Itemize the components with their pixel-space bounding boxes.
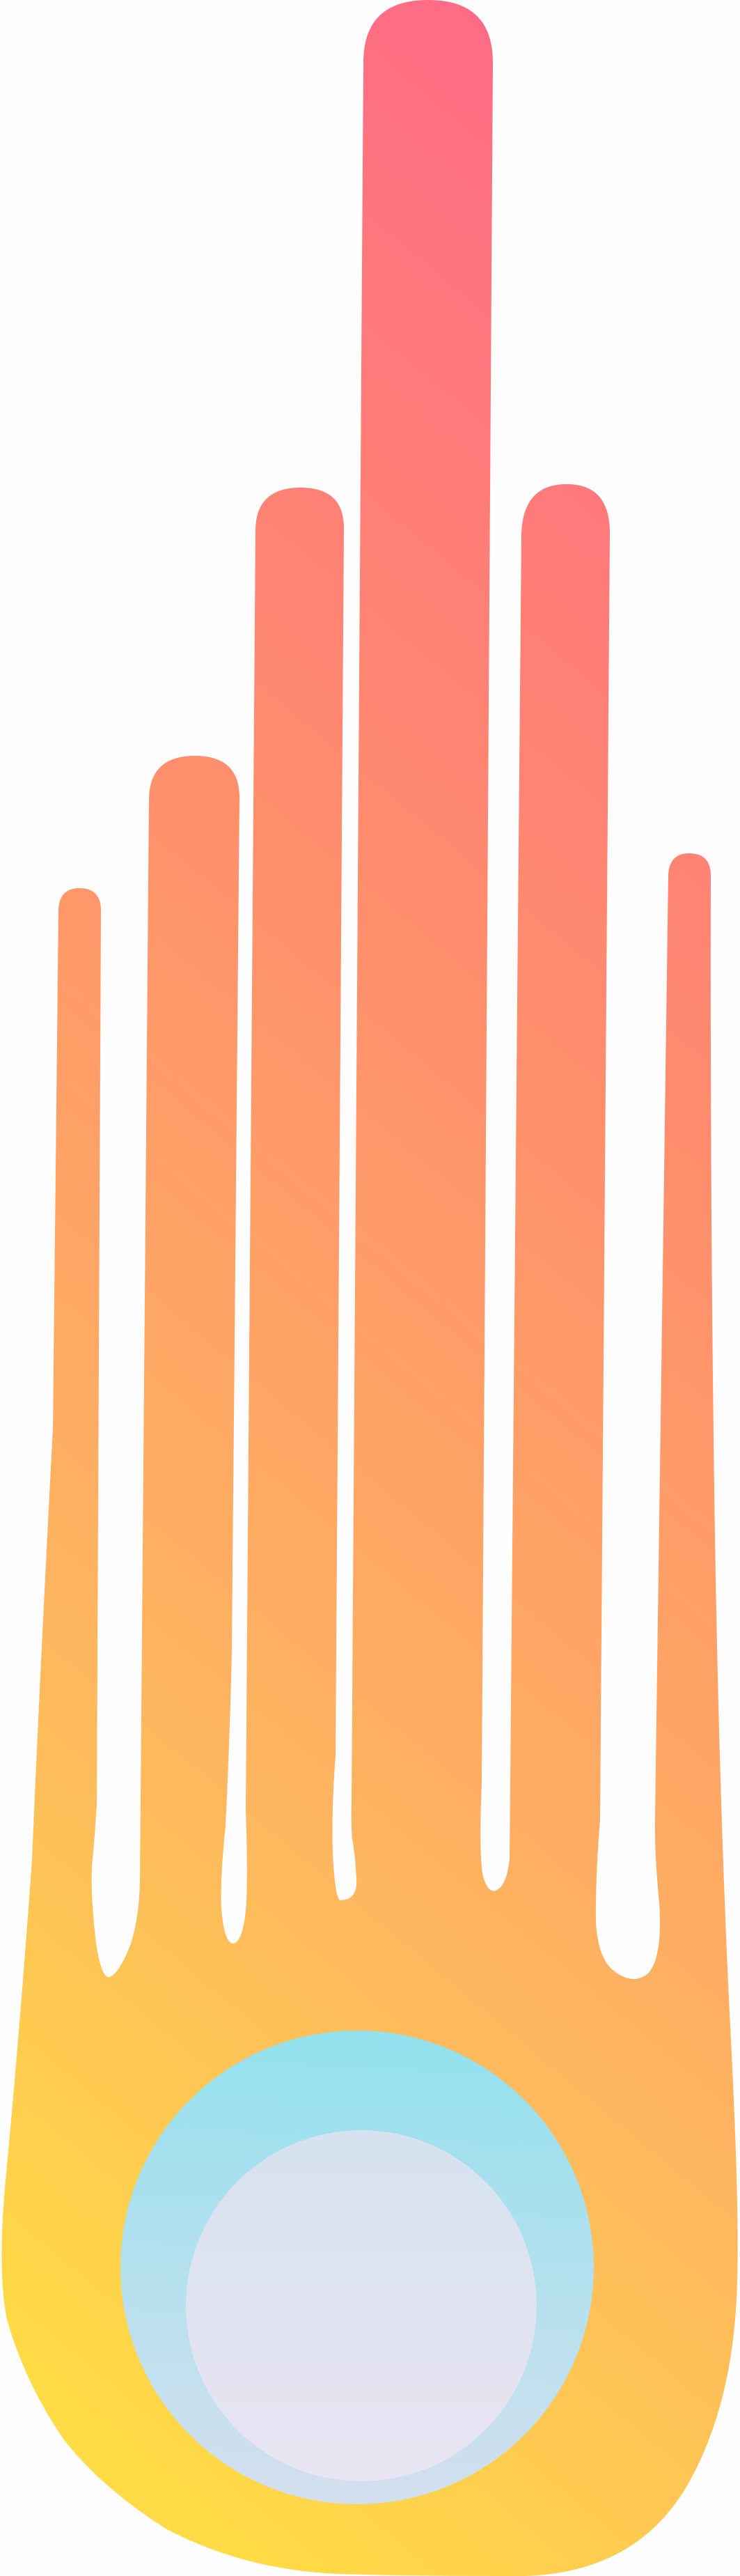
comet-head-core [186,2130,537,2481]
